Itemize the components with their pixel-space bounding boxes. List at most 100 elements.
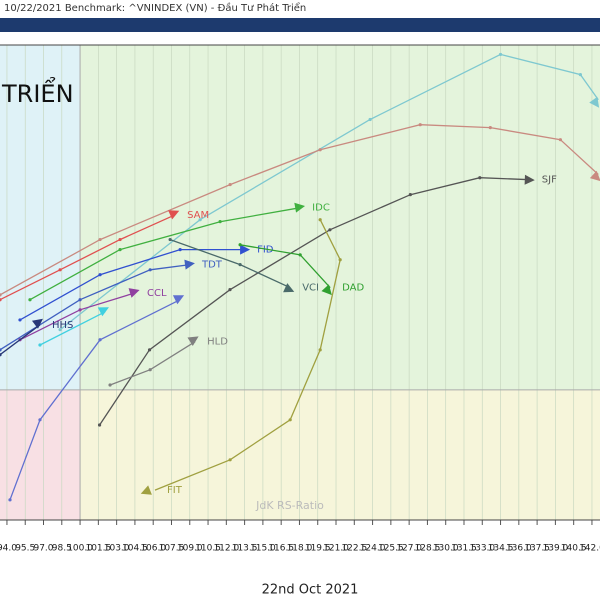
arrow-head <box>187 336 199 346</box>
trail-dot <box>218 220 222 224</box>
arrow-head <box>589 96 600 108</box>
x-tick-label: 100.0 <box>67 544 93 554</box>
x-tick-label: 140.5 <box>561 544 587 554</box>
trail-dot <box>97 423 102 427</box>
arrow-head <box>321 284 332 296</box>
series-label: VCI <box>302 283 319 294</box>
series-label: SJF <box>542 175 557 186</box>
trail-dot <box>0 293 2 297</box>
header-bar <box>0 0 600 18</box>
series-label: DAD <box>342 283 364 294</box>
x-tick-label: 134.5 <box>488 544 514 554</box>
chart-title: TRIỂN <box>1 76 74 108</box>
x-tick-label: 110.5 <box>195 544 221 554</box>
trail-dot <box>318 348 322 352</box>
trail <box>9 299 181 501</box>
arrow-head <box>294 202 306 213</box>
series-label: HLD <box>207 337 228 348</box>
series-label: FID <box>257 245 274 256</box>
trail-dot <box>38 343 42 347</box>
trail-dot <box>98 273 102 277</box>
quadrant-improving <box>0 45 81 390</box>
trail-dot <box>408 193 412 197</box>
footer-date: 22nd Oct 2021 <box>262 583 359 598</box>
x-tick-label: 107.5 <box>159 544 185 554</box>
x-tick-label: 103.0 <box>104 544 130 554</box>
trail-dot <box>148 268 152 272</box>
quadrant-lagging <box>0 389 81 520</box>
arrow-head <box>240 244 251 255</box>
plot-area: 94.095.597.098.5100.0101.5103.0104.5106.… <box>0 44 600 554</box>
x-tick-label: 101.5 <box>85 544 111 554</box>
x-axis-label: JdK RS-Ratio <box>255 499 324 512</box>
x-tick-label: 136.0 <box>506 544 532 554</box>
trail-dot <box>238 243 242 247</box>
arrow-head <box>184 259 195 270</box>
x-tick-label: 97.0 <box>33 544 53 554</box>
header-band <box>0 18 600 32</box>
trail-dot <box>98 237 102 242</box>
trail-dot <box>118 237 122 242</box>
trail-dot <box>328 228 332 232</box>
arrow-head <box>283 283 295 293</box>
x-tick-label: 104.5 <box>122 544 148 554</box>
trail-dot <box>148 368 152 372</box>
trail-dot <box>498 52 503 57</box>
trail <box>0 124 599 296</box>
trail-dot <box>368 117 372 122</box>
x-tick-label: 122.5 <box>341 544 367 554</box>
trail <box>0 324 41 356</box>
arrow-head <box>97 307 109 317</box>
x-tick-label: 113.5 <box>232 544 258 554</box>
series-label: CCL <box>147 288 167 299</box>
x-tick-label: 128.5 <box>415 544 441 554</box>
x-tick-label: 139.0 <box>543 544 569 554</box>
trail-dot <box>98 338 102 342</box>
trail-dot <box>318 218 322 222</box>
x-tick-label: 130.0 <box>433 544 459 554</box>
x-tick-label: 118.0 <box>287 544 313 554</box>
x-tick-label: 94.0 <box>0 544 17 554</box>
trail-dot <box>8 498 12 502</box>
arrow-head <box>168 210 180 220</box>
trail-dot <box>28 298 32 302</box>
trail-dot <box>0 348 2 352</box>
trail-dot <box>228 458 232 462</box>
quadrant-weakening <box>80 389 600 520</box>
x-tick-label: 137.5 <box>524 544 550 554</box>
trail-dot <box>18 318 22 322</box>
trail-dot <box>228 182 232 187</box>
x-tick-label: 115.0 <box>250 544 276 554</box>
arrow-head <box>589 170 600 182</box>
trail-dot <box>58 268 62 272</box>
trail-dot <box>78 298 82 302</box>
x-tick-label: 133.0 <box>469 544 495 554</box>
arrow-head <box>172 295 185 305</box>
trail-dot <box>318 148 322 152</box>
x-tick-label: 131.5 <box>451 544 477 554</box>
trail-dot <box>578 73 582 77</box>
trail <box>59 53 599 331</box>
trail <box>29 207 301 301</box>
trail-dot <box>178 248 182 252</box>
x-tick-label: 95.5 <box>15 544 35 554</box>
trail-dot <box>78 308 82 312</box>
trail-dot <box>108 383 112 387</box>
series-label: SAM <box>187 210 209 221</box>
trail-dot <box>288 418 292 422</box>
trail-dot <box>58 328 62 332</box>
x-tick-label: 112.0 <box>213 544 239 554</box>
trail-dot <box>238 263 242 267</box>
trail-dot <box>0 353 2 357</box>
quadrant-leading <box>80 45 600 390</box>
trail <box>0 214 176 301</box>
trail-dot <box>418 123 422 127</box>
trail-dot <box>198 218 202 222</box>
arrow-head <box>31 318 43 329</box>
header-text: 10/22/2021 Benchmark: ^VNINDEX (VN) - Đầ… <box>4 1 306 14</box>
series-label: IDC <box>312 203 330 214</box>
x-tick-label: 142.0 <box>579 544 600 554</box>
trail <box>154 219 341 491</box>
trail-dot <box>38 418 42 422</box>
